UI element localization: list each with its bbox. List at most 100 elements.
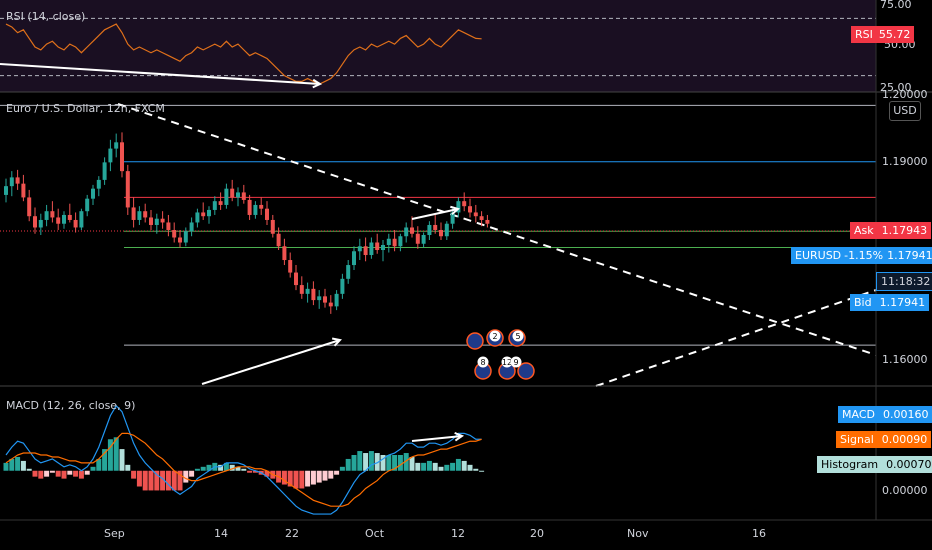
time-tick-oct: Oct — [365, 527, 385, 540]
candle-body — [415, 233, 420, 244]
candle-body — [149, 217, 153, 225]
histogram-bar — [165, 470, 171, 491]
candle-body — [473, 212, 478, 217]
candle-body — [386, 238, 391, 246]
candle-body — [305, 288, 310, 294]
histogram-bar — [252, 470, 258, 473]
candle-body — [73, 219, 78, 228]
histogram-bar — [142, 470, 148, 491]
candle-body — [120, 142, 124, 172]
candle-body — [224, 188, 229, 205]
histogram-bar — [154, 470, 160, 491]
histogram-bar — [455, 458, 461, 471]
currency-button[interactable]: USD — [889, 101, 921, 121]
histogram-bar — [223, 462, 229, 471]
histogram-bar — [177, 470, 183, 491]
price-pane[interactable]: 2 5 8 12 9 — [0, 103, 877, 387]
macd-tick-zero: 0.00000 — [882, 484, 928, 497]
rsi-divergence-arrow — [0, 63, 321, 85]
histogram-bar — [444, 464, 450, 471]
histogram-bar — [218, 464, 224, 471]
histogram-bar — [432, 462, 438, 471]
histogram-bar — [397, 455, 403, 471]
event-badge-count: 9 — [513, 358, 518, 367]
symbol-label: EURUSD — [795, 249, 842, 262]
histogram-bar — [84, 470, 90, 475]
candle-body — [340, 278, 345, 294]
histogram-bar — [316, 470, 322, 483]
histogram-bar — [374, 453, 380, 471]
histogram-bar — [368, 451, 374, 471]
candle-body — [346, 265, 351, 279]
candle-body — [96, 179, 101, 189]
candle-body — [50, 211, 55, 218]
candle-body — [253, 204, 258, 215]
divergence-arrow-high — [411, 208, 459, 220]
candle-body — [195, 212, 200, 223]
candle-body — [166, 222, 171, 230]
histogram-bar — [351, 455, 357, 471]
histogram-bar — [38, 470, 44, 479]
candle-body — [247, 199, 252, 215]
histogram-bar — [473, 468, 479, 471]
histogram-bar — [322, 470, 328, 481]
histogram-bar — [183, 470, 189, 483]
histogram-bar — [345, 458, 351, 471]
histogram-bar — [305, 470, 311, 487]
candle-body — [189, 222, 194, 232]
trendline-up — [595, 289, 877, 387]
candle-body — [85, 198, 90, 212]
candle-body — [265, 208, 269, 220]
rsi-tick-25: 25.00 — [880, 81, 912, 94]
histogram-bar — [171, 470, 177, 491]
histogram-bar — [136, 470, 142, 487]
macd-line — [5, 404, 482, 515]
histogram-bar — [328, 470, 334, 479]
histogram-bar — [438, 466, 444, 471]
candle-body — [33, 216, 37, 228]
histogram-bar — [125, 464, 131, 471]
bid-label: Bid — [854, 296, 872, 309]
candle-body — [375, 242, 380, 251]
candle-body — [352, 251, 356, 266]
candle-body — [323, 296, 327, 303]
divergence-arrow-low — [201, 339, 341, 385]
candle-body — [102, 162, 107, 180]
histogram-bar — [102, 449, 108, 471]
rsi-title[interactable]: RSI (14, close) — [6, 10, 86, 23]
candle-body — [450, 212, 455, 224]
event-badge-circle — [517, 362, 535, 380]
histogram-bar — [44, 470, 50, 477]
symbol-value: 1.17941 — [887, 249, 932, 262]
candle-body — [230, 188, 235, 198]
histogram-bar — [200, 466, 206, 471]
main-title[interactable]: Euro / U.S. Dollar, 12h, FXCM — [6, 102, 165, 115]
histogram-bar — [148, 470, 154, 491]
macd-divergence-arrow-head — [454, 431, 465, 442]
histogram-bar — [293, 470, 299, 489]
event-badge-count-bg — [501, 356, 513, 368]
divergence-arrow-low-head — [331, 337, 342, 347]
signal-tag-value: 0.00090 — [881, 433, 928, 446]
candle-body — [479, 216, 484, 220]
candle-body — [178, 237, 182, 243]
candle-body — [125, 171, 130, 208]
macd-title[interactable]: MACD (12, 26, close, 9) — [6, 399, 136, 412]
countdown-value: 11:18:32 — [881, 275, 931, 288]
candle-body — [270, 219, 275, 234]
histogram-bar — [235, 466, 241, 471]
candle-body — [4, 186, 8, 195]
histogram-bar — [229, 464, 235, 471]
divergence-arrow-high-head — [450, 205, 461, 215]
candle-body — [398, 236, 403, 247]
candle-body — [294, 272, 298, 286]
candle-body — [433, 224, 438, 230]
histogram-bar — [392, 455, 398, 471]
time-axis[interactable]: Sep 14 22 Oct 12 20 Nov 16 — [104, 527, 766, 540]
candle-body — [421, 234, 426, 244]
candle-body — [288, 260, 293, 273]
histogram-bar — [450, 462, 456, 471]
histogram-bar — [32, 470, 38, 477]
histogram-bar — [461, 460, 467, 471]
